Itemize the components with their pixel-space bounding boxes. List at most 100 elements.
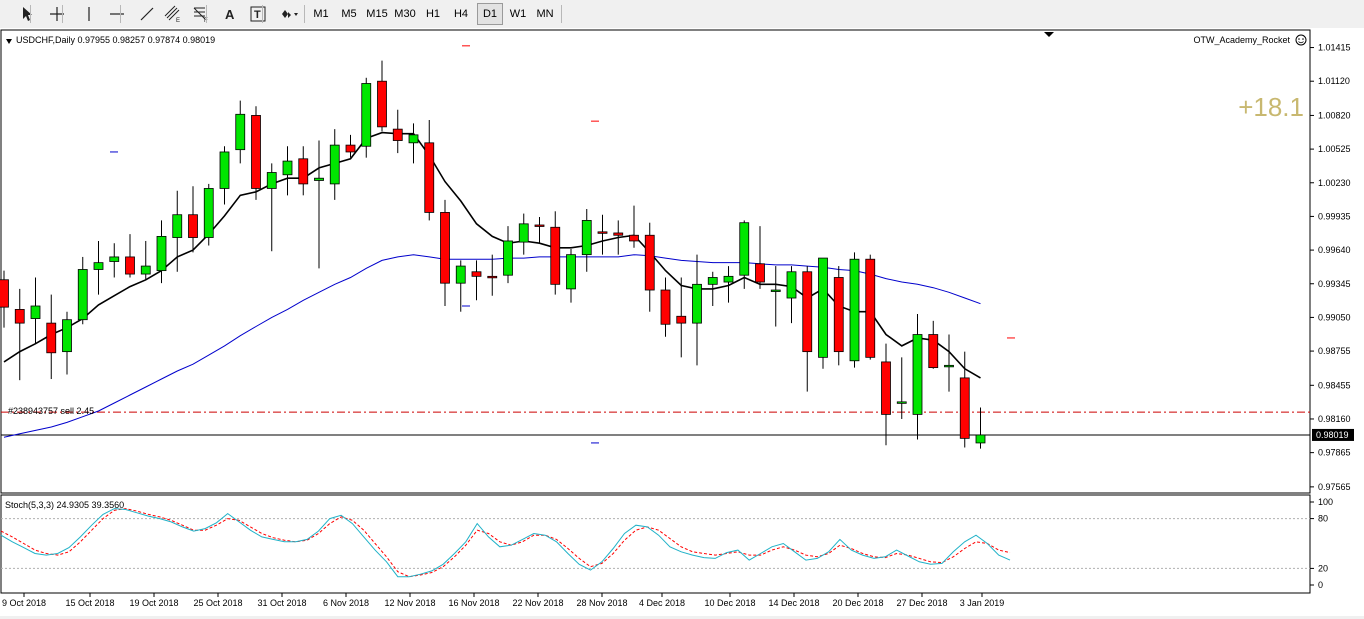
moving-average-fast bbox=[3, 131, 981, 379]
candle[interactable] bbox=[251, 106, 261, 200]
candle[interactable] bbox=[581, 209, 592, 272]
candle[interactable] bbox=[345, 134, 356, 158]
candle[interactable] bbox=[739, 220, 750, 289]
candle[interactable] bbox=[361, 77, 372, 158]
vertical-line-icon[interactable] bbox=[78, 3, 100, 25]
candle[interactable] bbox=[550, 211, 561, 295]
candle[interactable] bbox=[660, 277, 671, 337]
candle[interactable] bbox=[692, 254, 702, 366]
candle[interactable] bbox=[424, 120, 435, 221]
timeframe-button-m30[interactable]: M30 bbox=[394, 8, 416, 20]
candle[interactable] bbox=[503, 226, 513, 284]
candle-body-bull bbox=[818, 257, 828, 358]
candle[interactable] bbox=[140, 240, 151, 280]
candle[interactable] bbox=[329, 129, 340, 200]
candle[interactable] bbox=[755, 226, 765, 289]
candle[interactable] bbox=[786, 266, 797, 324]
candle[interactable] bbox=[865, 254, 876, 360]
candle[interactable] bbox=[833, 266, 844, 366]
candle[interactable] bbox=[896, 357, 907, 419]
candle[interactable] bbox=[959, 351, 970, 448]
candle[interactable] bbox=[928, 320, 939, 369]
candle[interactable] bbox=[235, 100, 246, 164]
candle[interactable] bbox=[487, 254, 498, 296]
crosshair-icon[interactable] bbox=[46, 3, 68, 25]
candle[interactable] bbox=[203, 183, 214, 246]
candle[interactable] bbox=[455, 260, 466, 312]
candle[interactable] bbox=[219, 146, 230, 205]
candle[interactable] bbox=[597, 214, 608, 255]
date-tick-label: 19 Oct 2018 bbox=[129, 598, 178, 608]
shapes-dropdown-icon[interactable] bbox=[279, 3, 301, 25]
main-pane-border bbox=[0, 29, 1311, 494]
candle[interactable] bbox=[188, 186, 198, 253]
timeframe-button-h1[interactable]: H1 bbox=[425, 8, 441, 20]
timeframe-button-d1[interactable]: D1 bbox=[477, 3, 503, 25]
candle[interactable] bbox=[707, 271, 718, 307]
candle[interactable] bbox=[156, 220, 167, 284]
date-tick-label: 22 Nov 2018 bbox=[512, 598, 563, 608]
candle[interactable] bbox=[408, 123, 419, 164]
text-label-icon[interactable]: T bbox=[247, 3, 269, 25]
candle[interactable] bbox=[266, 163, 277, 252]
candle[interactable] bbox=[518, 213, 529, 255]
fibonacci-icon[interactable]: F bbox=[190, 3, 212, 25]
candle[interactable] bbox=[944, 334, 954, 392]
date-tick-label: 6 Nov 2018 bbox=[323, 598, 369, 608]
timeframe-button-h4[interactable]: H4 bbox=[453, 8, 469, 20]
trendline-icon[interactable] bbox=[136, 3, 158, 25]
chart-shift-marker[interactable] bbox=[1044, 32, 1054, 37]
timeframe-button-w1[interactable]: W1 bbox=[509, 8, 527, 20]
candle[interactable] bbox=[629, 205, 639, 248]
candle[interactable] bbox=[802, 266, 813, 392]
candle[interactable] bbox=[282, 146, 293, 196]
candle[interactable] bbox=[62, 311, 72, 375]
equidistant-channel-icon[interactable]: E bbox=[162, 3, 184, 25]
candle[interactable] bbox=[109, 243, 120, 278]
horizontal-line-icon[interactable] bbox=[106, 3, 128, 25]
candle[interactable] bbox=[392, 109, 403, 154]
candle[interactable] bbox=[912, 313, 923, 440]
text-icon[interactable]: A bbox=[219, 3, 241, 25]
candle[interactable] bbox=[377, 60, 387, 132]
candle[interactable] bbox=[849, 252, 860, 368]
candle[interactable] bbox=[613, 220, 624, 255]
price-chart[interactable]: 100 80 20 0 1.01415 1.01120 1.00820 1.00525 1.0… bbox=[0, 28, 1364, 616]
timeframe-button-m15[interactable]: M15 bbox=[366, 8, 388, 20]
candle[interactable] bbox=[644, 222, 655, 312]
candle-body-bear bbox=[550, 226, 561, 285]
candle[interactable] bbox=[77, 256, 88, 325]
candle[interactable] bbox=[723, 266, 734, 303]
cursor-icon[interactable] bbox=[16, 3, 38, 25]
price-tick-label: 0.98455 bbox=[1318, 380, 1351, 390]
candle[interactable] bbox=[46, 294, 57, 380]
timeframe-button-m5[interactable]: M5 bbox=[341, 8, 357, 20]
smiley-icon[interactable] bbox=[1295, 34, 1307, 46]
candle[interactable] bbox=[0, 270, 9, 328]
candle[interactable] bbox=[298, 146, 309, 196]
candle[interactable] bbox=[676, 277, 687, 358]
candle[interactable] bbox=[440, 199, 450, 307]
symbol-dropdown-icon[interactable] bbox=[6, 39, 12, 44]
candle[interactable] bbox=[125, 234, 135, 278]
candle[interactable] bbox=[14, 288, 25, 381]
candle-body-bull bbox=[707, 277, 718, 285]
candle[interactable] bbox=[881, 343, 891, 446]
candle[interactable] bbox=[534, 216, 545, 244]
candle[interactable] bbox=[471, 260, 482, 301]
candle-body-bull bbox=[581, 220, 592, 256]
candle-body-bull bbox=[723, 275, 734, 283]
price-tick-label: 0.97565 bbox=[1318, 482, 1351, 492]
candle-body-bull bbox=[896, 401, 907, 404]
timeframe-button-m1[interactable]: M1 bbox=[313, 8, 329, 20]
candle[interactable] bbox=[30, 277, 41, 344]
candle[interactable] bbox=[566, 248, 576, 303]
timeframe-button-mn[interactable]: MN bbox=[536, 8, 554, 20]
candle[interactable] bbox=[770, 266, 781, 327]
profit-label: +18.1 bbox=[1238, 92, 1304, 122]
candle[interactable] bbox=[172, 190, 183, 272]
candle[interactable] bbox=[93, 240, 104, 295]
candle[interactable] bbox=[975, 407, 986, 449]
candle[interactable] bbox=[818, 257, 828, 369]
candle[interactable] bbox=[314, 140, 324, 269]
